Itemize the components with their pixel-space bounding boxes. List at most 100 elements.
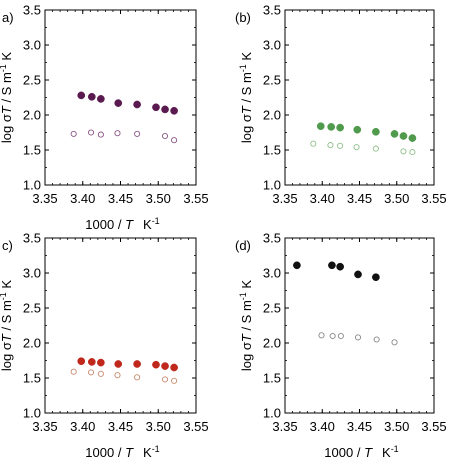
filled-point xyxy=(390,130,399,138)
x-axis-title: 1000 / T K-1 xyxy=(85,216,159,232)
filled-point xyxy=(170,363,178,372)
x-tick-label: 3.35 xyxy=(32,419,57,434)
x-tick-label: 3.45 xyxy=(347,419,372,434)
open-point xyxy=(171,137,178,144)
x-tick-label: 3.55 xyxy=(421,191,446,206)
x-tick-label: 3.45 xyxy=(108,419,133,434)
y-tick-label: 2.5 xyxy=(23,73,41,88)
plot-frame xyxy=(284,9,435,186)
filled-point xyxy=(170,106,178,115)
y-axis-title: log σT / S m-1 K xyxy=(238,280,254,372)
y-tick-label: 2.0 xyxy=(23,108,41,123)
panel-label: a) xyxy=(2,10,14,25)
open-point xyxy=(327,142,334,149)
filled-point xyxy=(87,358,96,366)
panel-4: 3.35 3.40 3.45 3.50 3.55 1.0 1.5 2.0 2.5 3.0 3.5 (d… xyxy=(235,231,447,461)
open-point xyxy=(318,332,325,339)
filled-point xyxy=(152,360,160,369)
filled-point xyxy=(354,270,362,279)
filled-point xyxy=(316,122,325,131)
filled-point xyxy=(161,362,169,370)
filled-point xyxy=(161,105,169,114)
y-tick-label: 1.0 xyxy=(23,406,41,421)
y-tick-label: 3.5 xyxy=(263,3,281,18)
open-point xyxy=(161,376,169,383)
x-tick-label: 3.45 xyxy=(347,191,372,206)
open-point xyxy=(409,149,416,156)
open-point xyxy=(161,132,169,140)
filled-point xyxy=(114,99,123,107)
open-point xyxy=(134,374,141,381)
y-axis-title: log σT / S m-1 K xyxy=(0,280,14,372)
filled-point xyxy=(372,127,380,136)
filled-point xyxy=(77,357,86,366)
y-axis-title: log σT / S m-1 K xyxy=(0,52,14,144)
x-tick-label: 3.55 xyxy=(421,419,446,434)
open-point xyxy=(373,336,380,343)
plot-frame xyxy=(44,237,197,414)
filled-point xyxy=(408,134,417,142)
filled-point xyxy=(353,125,362,134)
x-tick-label: 3.50 xyxy=(146,191,171,206)
x-tick-label: 3.50 xyxy=(384,191,409,206)
y-tick-label: 1.5 xyxy=(263,371,281,386)
panel-1: 3.35 3.40 3.45 3.50 3.55 1.0 1.5 2.0 2.5 3.0 3.5 a)… xyxy=(0,3,209,233)
filled-point xyxy=(133,360,141,368)
y-tick-label: 1.5 xyxy=(23,143,41,158)
filled-point xyxy=(77,91,86,100)
y-tick-label: 2.0 xyxy=(23,336,41,351)
x-tick-label: 3.35 xyxy=(272,191,297,206)
y-tick-label: 3.0 xyxy=(263,266,281,281)
y-tick-label: 3.5 xyxy=(23,3,41,18)
open-point xyxy=(88,369,95,376)
panel-label: (b) xyxy=(235,10,251,25)
y-tick-label: 3.0 xyxy=(23,266,41,281)
panel-3: 3.35 3.40 3.45 3.50 3.55 1.0 1.5 2.0 2.5 3.0 3.5 c)… xyxy=(0,231,209,461)
filled-point xyxy=(293,261,301,270)
y-tick-label: 2.5 xyxy=(263,73,281,88)
open-point xyxy=(134,130,141,137)
x-tick-label: 3.40 xyxy=(70,419,95,434)
y-tick-label: 3.5 xyxy=(263,231,281,246)
filled-point xyxy=(114,360,123,368)
y-tick-label: 3.0 xyxy=(263,38,281,53)
open-point xyxy=(97,370,104,377)
y-tick-label: 2.0 xyxy=(263,108,281,123)
y-tick-label: 3.5 xyxy=(23,231,41,246)
x-tick-label: 3.55 xyxy=(183,419,208,434)
panel-label: (d) xyxy=(235,238,251,253)
y-tick-label: 1.5 xyxy=(263,143,281,158)
y-tick-label: 1.0 xyxy=(263,406,281,421)
open-point xyxy=(337,142,344,149)
filled-point xyxy=(328,261,336,270)
x-tick-label: 3.40 xyxy=(310,191,335,206)
open-point xyxy=(391,339,398,346)
open-point xyxy=(70,130,77,137)
y-tick-label: 2.5 xyxy=(23,301,41,316)
open-point xyxy=(97,131,104,138)
filled-point xyxy=(399,132,408,140)
filled-point xyxy=(97,358,105,367)
filled-point xyxy=(336,262,344,271)
open-point xyxy=(88,129,95,136)
x-tick-label: 3.45 xyxy=(108,191,133,206)
filled-point xyxy=(152,103,160,112)
open-point xyxy=(337,332,344,340)
panel-label: c) xyxy=(2,238,13,253)
open-point xyxy=(372,145,379,152)
y-tick-label: 1.0 xyxy=(263,178,281,193)
filled-point xyxy=(372,273,380,282)
x-axis-title: 1000 / T K-1 xyxy=(324,444,398,460)
open-point xyxy=(400,148,407,155)
filled-point xyxy=(97,95,105,103)
x-axis-title: 1000 / T K-1 xyxy=(85,444,159,460)
x-tick-label: 3.35 xyxy=(32,191,57,206)
open-point xyxy=(114,372,121,379)
y-axis-title: log σT / S m-1 K xyxy=(238,52,254,144)
open-point xyxy=(114,130,121,137)
x-tick-label: 3.50 xyxy=(146,419,171,434)
y-tick-label: 1.0 xyxy=(23,178,41,193)
x-tick-label: 3.35 xyxy=(272,419,297,434)
panel-2: 3.35 3.40 3.45 3.50 3.55 1.0 1.5 2.0 2.5 3.0 3.5 (b… xyxy=(235,3,447,207)
